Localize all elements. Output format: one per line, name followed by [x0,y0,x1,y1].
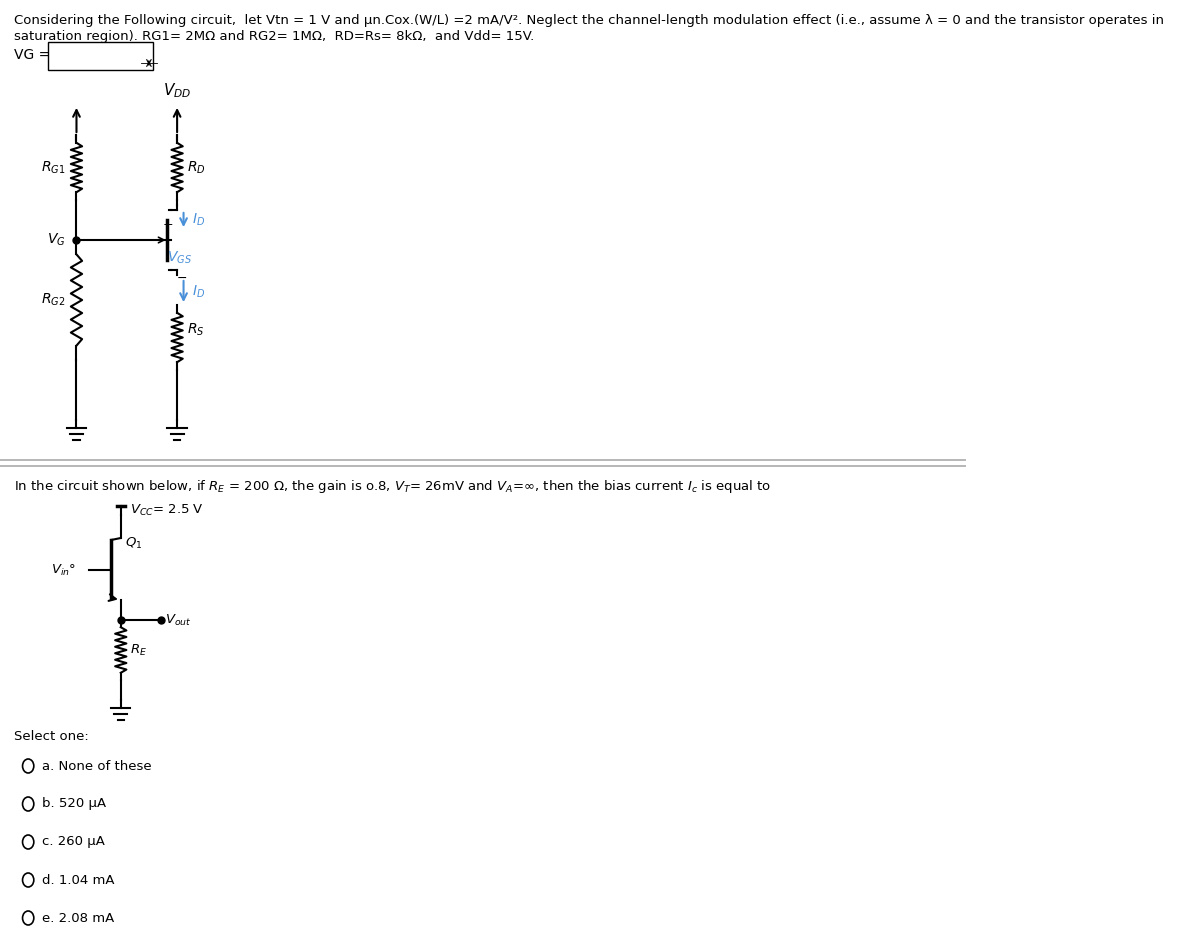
Text: d. 1.04 mA: d. 1.04 mA [42,873,114,886]
Text: In the circuit shown below, if $R_E$ = 200 Ω, the gain is o.8, $V_T$= 26mV and $: In the circuit shown below, if $R_E$ = 2… [14,478,772,495]
Text: $R_S$: $R_S$ [187,322,204,338]
Text: $I_D$: $I_D$ [192,284,205,300]
Text: c. 260 μA: c. 260 μA [42,835,104,848]
Text: $R_E$: $R_E$ [131,642,148,658]
Text: −: − [176,271,187,284]
Text: VG =: VG = [14,48,50,62]
Text: Considering the Following circuit,  let Vtn = 1 V and μn.Cox.(W/L) =2 mA/V². Neg: Considering the Following circuit, let V… [14,14,1164,27]
Text: b. 520 μA: b. 520 μA [42,798,106,811]
Text: e. 2.08 mA: e. 2.08 mA [42,911,114,925]
Text: a. None of these: a. None of these [42,760,151,773]
Text: $V_G$: $V_G$ [47,232,65,248]
Text: Select one:: Select one: [14,730,89,743]
Text: $R_{G1}$: $R_{G1}$ [41,159,65,176]
FancyBboxPatch shape [48,42,152,70]
Text: +: + [162,218,173,231]
Text: $R_{G2}$: $R_{G2}$ [41,292,65,308]
Text: $V_{out}$: $V_{out}$ [166,612,192,627]
Text: $V_{GS}$: $V_{GS}$ [168,250,192,267]
Text: $Q_1$: $Q_1$ [125,536,143,551]
Text: $V_{in}$°: $V_{in}$° [52,562,77,578]
Text: $R_D$: $R_D$ [187,159,205,176]
Text: $V_{CC}$= 2.5 V: $V_{CC}$= 2.5 V [131,502,204,517]
Text: $V_{DD}$: $V_{DD}$ [163,81,191,100]
Text: saturation region). RG1= 2MΩ and RG2= 1MΩ,  RD=Rs= 8kΩ,  and Vdd= 15V.: saturation region). RG1= 2MΩ and RG2= 1M… [14,30,535,43]
Text: $I_D$: $I_D$ [192,212,205,228]
